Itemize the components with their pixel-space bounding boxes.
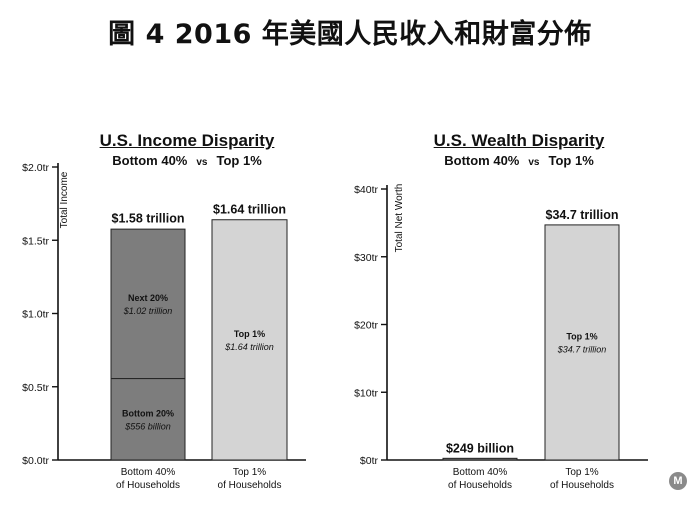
wealth-y-axis-label: Total Net Worth — [394, 184, 405, 253]
wealth-subtitle-left: Bottom 40% — [444, 153, 520, 168]
figure-title: 圖 4 2016 年美國人民收入和財富分佈 — [108, 19, 592, 50]
wealth-y-tick-label: $0tr — [360, 455, 379, 467]
income-bar-1-segment-value: $556 billion — [124, 421, 171, 431]
wealth-subtitle-right: Top 1% — [548, 153, 594, 168]
income-bar-1-segment-name: Next 20% — [128, 293, 168, 303]
income-category-label: Bottom 40% — [121, 467, 176, 478]
income-subtitle-right: Top 1% — [216, 153, 262, 168]
wealth-bar-2-segment-name: Top 1% — [566, 331, 597, 341]
income-bar-2-total-label: $1.64 trillion — [213, 203, 286, 217]
income-subtitle-vs: vs — [196, 157, 208, 168]
wealth-bar-1-total-label: $249 billion — [446, 441, 514, 455]
income-bar-1-segment-value: $1.02 trillion — [123, 306, 173, 316]
income-y-tick-label: $2.0tr — [22, 162, 49, 174]
income-category-label: of Households — [116, 480, 180, 491]
wealth-subtitle-vs: vs — [528, 157, 540, 168]
wealth-chart-title: U.S. Wealth Disparity — [433, 131, 605, 150]
income-y-tick-label: $1.0tr — [22, 309, 49, 321]
income-chart-subtitle: Bottom 40% vs Top 1% — [112, 153, 262, 168]
income-y-tick-label: $0.5tr — [22, 382, 49, 394]
income-category-label: of Households — [218, 480, 282, 491]
wealth-bar-2-segment-value: $34.7 trillion — [557, 344, 607, 354]
wealth-category-label: of Households — [550, 480, 614, 491]
wealth-y-tick-label: $10tr — [354, 387, 378, 399]
income-bar-2-segment-value: $1.64 trillion — [224, 342, 274, 352]
wealth-category-label: Bottom 40% — [453, 467, 508, 478]
income-y-tick-label: $0.0tr — [22, 455, 49, 467]
wealth-bar-2-segment-1 — [544, 224, 620, 461]
wealth-y-tick-label: $30tr — [354, 252, 378, 264]
wealth-y-tick-label: $40tr — [354, 184, 378, 196]
wealth-bar-1-segment-1 — [442, 457, 518, 461]
income-bar-2-segment-name: Top 1% — [234, 329, 265, 339]
income-y-axis-label: Total Income — [59, 171, 70, 228]
income-bar-1-segment-name: Bottom 20% — [122, 408, 174, 418]
income-bar-1-segment-1 — [110, 378, 186, 461]
wealth-bar-2-total-label: $34.7 trillion — [546, 208, 619, 222]
income-chart-title: U.S. Income Disparity — [99, 131, 275, 150]
income-category-label: Top 1% — [233, 467, 266, 478]
income-bar-2-segment-1 — [211, 219, 288, 461]
income-y-tick-label: $1.5tr — [22, 235, 49, 247]
wealth-category-label: Top 1% — [565, 467, 598, 478]
income-subtitle-left: Bottom 40% — [112, 153, 188, 168]
income-bar-1-total-label: $1.58 trillion — [112, 212, 185, 226]
wealth-category-label: of Households — [448, 480, 512, 491]
income-bar-1-segment-2 — [110, 228, 186, 380]
wealth-chart-subtitle: Bottom 40% vs Top 1% — [444, 153, 594, 168]
brand-logo-icon: M — [669, 472, 687, 490]
wealth-y-tick-label: $20tr — [354, 320, 378, 332]
